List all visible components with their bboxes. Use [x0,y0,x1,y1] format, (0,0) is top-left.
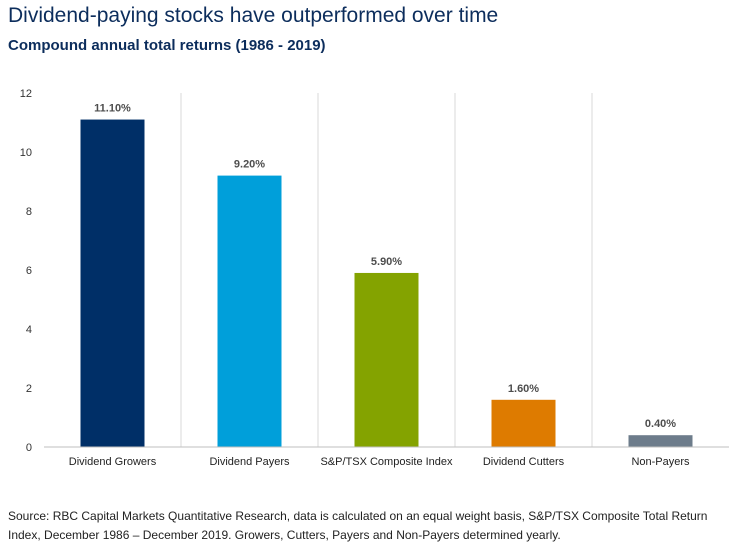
chart-title: Dividend-paying stocks have outperformed… [8,4,499,27]
y-tick-label: 12 [20,88,32,100]
x-tick-label: Dividend Cutters [483,456,565,468]
data-label: 1.60% [508,383,539,395]
x-tick-label: Non-Payers [631,456,690,468]
data-label: 11.10% [94,103,131,115]
chart-subtitle: Compound annual total returns (1986 - 20… [8,37,326,54]
x-tick-label: S&P/TSX Composite Index [320,456,453,468]
bar [491,399,556,447]
x-tick-label: Dividend Growers [69,456,157,468]
data-label: 0.40% [645,418,676,430]
y-tick-label: 6 [26,265,32,277]
bar [628,435,693,447]
y-tick-label: 8 [26,206,32,218]
bar-chart: 0 2 4 6 8 10 12 11.10% Dividend Growers 9.20% Divi… [20,88,729,468]
source-note: Source: RBC Capital Markets Quantitative… [8,509,708,542]
y-tick-label: 2 [26,383,32,395]
data-label: 5.90% [371,256,402,268]
bar [80,119,145,448]
x-tick-label: Dividend Payers [209,456,290,468]
y-tick-label: 0 [26,442,32,454]
y-tick-label: 4 [26,324,32,336]
y-tick-label: 10 [20,147,32,159]
bar [217,175,282,447]
data-label: 9.20% [234,159,265,171]
bar [354,272,419,447]
